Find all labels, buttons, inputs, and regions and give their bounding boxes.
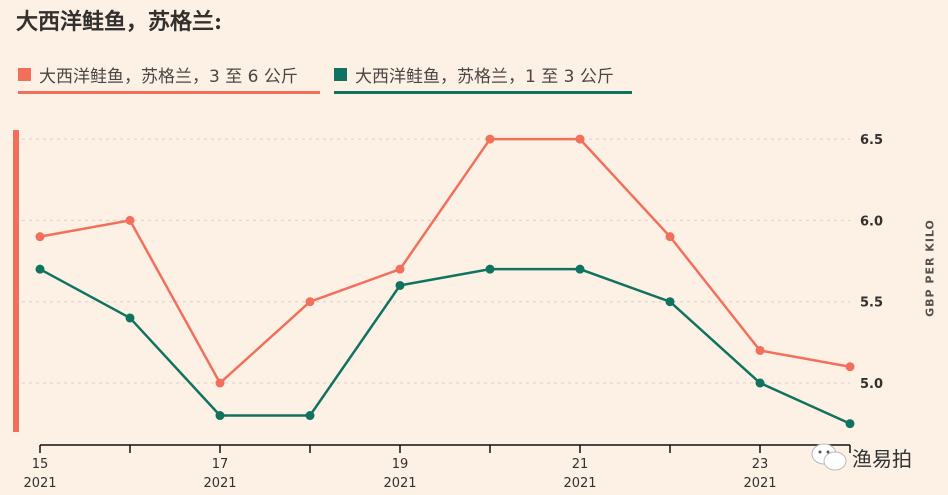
watermark-text: 渔易拍 <box>852 446 912 471</box>
data-point-1 <box>845 362 855 372</box>
data-point-1 <box>125 215 135 225</box>
data-point-2 <box>665 297 675 307</box>
data-point-2 <box>485 264 495 274</box>
legend-swatch-icon <box>18 68 31 81</box>
y-tick-label: 5.0 <box>860 377 883 392</box>
data-point-1 <box>575 134 585 144</box>
data-point-1 <box>215 378 225 388</box>
x-tick-year: 2021 <box>563 476 596 491</box>
x-tick-label: 23 <box>752 457 769 472</box>
x-tick-label: 17 <box>212 457 229 472</box>
watermark: 渔易拍 <box>808 440 912 474</box>
accent-bar <box>13 130 19 432</box>
y-tick-label: 6.0 <box>860 214 883 229</box>
data-point-2 <box>755 378 765 388</box>
series-line-1 <box>39 137 851 385</box>
data-point-1 <box>35 232 45 242</box>
data-point-2 <box>845 419 855 429</box>
x-tick-label: 19 <box>392 457 409 472</box>
x-tick-year: 2021 <box>23 476 56 491</box>
series-line-2 <box>39 267 851 425</box>
x-tick-year: 2021 <box>383 476 416 491</box>
legend-item-3-6kg[interactable]: 大西洋鲑鱼，苏格兰，3 至 6 公斤 <box>18 62 320 94</box>
y-tick-label: 6.5 <box>860 133 883 148</box>
chart-title: 大西洋鲑鱼，苏格兰: <box>16 9 223 35</box>
data-point-1 <box>395 264 405 274</box>
legend-label: 大西洋鲑鱼，苏格兰，3 至 6 公斤 <box>39 67 298 87</box>
x-tick-label: 21 <box>572 457 589 472</box>
data-point-2 <box>305 411 315 421</box>
data-point-1 <box>305 297 315 307</box>
data-point-1 <box>755 345 765 355</box>
x-tick-year: 2021 <box>203 476 236 491</box>
legend-item-1-3kg[interactable]: 大西洋鲑鱼，苏格兰，1 至 3 公斤 <box>334 62 632 94</box>
data-point-2 <box>215 411 225 421</box>
wechat-icon <box>811 443 847 471</box>
y-axis-label: GBP PER KILO <box>923 219 937 317</box>
data-point-2 <box>395 280 405 290</box>
x-tick-year: 2021 <box>743 476 776 491</box>
data-point-2 <box>575 264 585 274</box>
y-tick-label: 5.5 <box>860 296 883 311</box>
data-point-1 <box>665 232 675 242</box>
legend-swatch-icon <box>334 68 347 81</box>
data-point-1 <box>485 134 495 144</box>
data-point-2 <box>125 313 135 323</box>
x-tick-label: 15 <box>32 457 49 472</box>
data-point-2 <box>35 264 45 274</box>
legend-label: 大西洋鲑鱼，苏格兰，1 至 3 公斤 <box>355 67 614 87</box>
